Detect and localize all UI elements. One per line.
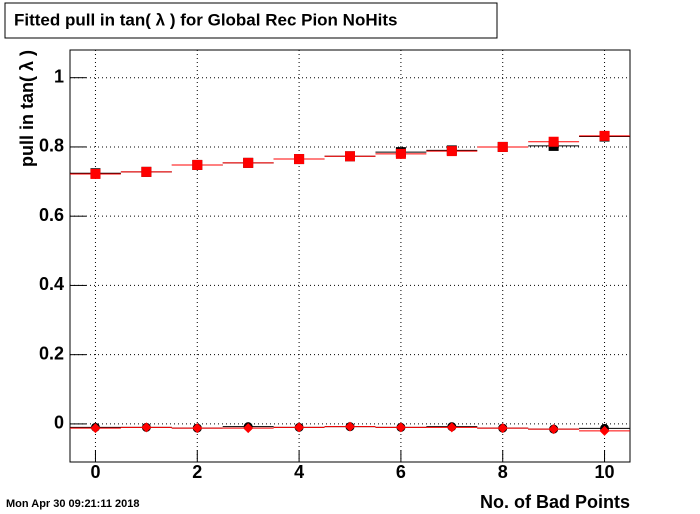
marker — [192, 159, 203, 170]
y-tick-label: 0 — [54, 413, 64, 433]
y-tick-label: 0.2 — [39, 343, 64, 363]
marker — [395, 148, 406, 159]
y-tick-label: 0.6 — [39, 205, 64, 225]
y-axis-label: pull in tan( λ ) — [17, 50, 37, 167]
y-tick-label: 1 — [54, 66, 64, 86]
chart-title: Fitted pull in tan( λ ) for Global Rec P… — [14, 10, 397, 29]
x-tick-label: 0 — [90, 462, 100, 482]
x-tick-label: 2 — [192, 462, 202, 482]
marker — [90, 423, 101, 434]
marker — [599, 130, 610, 141]
marker — [497, 423, 508, 434]
x-tick-label: 6 — [396, 462, 406, 482]
y-tick-label: 0.4 — [39, 274, 64, 294]
marker — [599, 425, 610, 436]
marker — [141, 422, 152, 433]
marker — [141, 166, 152, 177]
marker — [192, 423, 203, 434]
timestamp: Mon Apr 30 09:21:11 2018 — [6, 498, 140, 510]
marker — [345, 421, 355, 432]
marker — [243, 423, 254, 434]
marker — [548, 136, 559, 147]
marker — [548, 424, 559, 435]
plot-frame — [69, 49, 631, 463]
title-box — [4, 2, 498, 39]
x-tick-label: 4 — [294, 462, 304, 482]
y-tick-label: 0.8 — [39, 136, 64, 156]
marker — [395, 422, 406, 433]
marker — [294, 154, 305, 165]
marker — [243, 157, 254, 168]
marker — [446, 146, 457, 157]
x-tick-label: 8 — [498, 462, 508, 482]
x-axis-label: No. of Bad Points — [480, 492, 630, 512]
marker — [446, 422, 457, 433]
marker — [345, 151, 355, 162]
marker — [294, 422, 305, 433]
marker — [497, 141, 508, 152]
x-tick-label: 10 — [595, 462, 615, 482]
marker — [90, 168, 101, 179]
